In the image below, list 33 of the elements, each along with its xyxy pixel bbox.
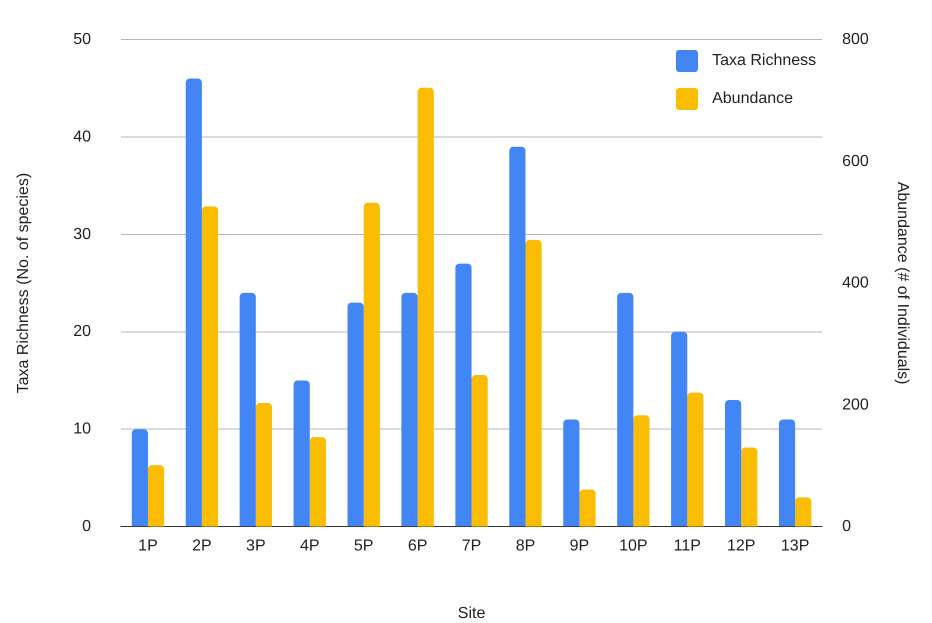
- legend-label: Abundance: [712, 90, 794, 108]
- bar: [778, 419, 796, 526]
- x-tick-label: 5P: [354, 538, 374, 555]
- y2-tick-label: 400: [842, 274, 869, 292]
- y2-axis-title: Abundance (# of Individuals): [894, 182, 911, 384]
- x-tick-label: 2P: [192, 538, 212, 555]
- y2-tick-label: 800: [842, 31, 869, 48]
- x-tick-label: 9P: [570, 538, 590, 555]
- x-tick-label: 7P: [462, 538, 482, 555]
- x-tick-label: 10P: [619, 538, 648, 555]
- x-axis-title: Site: [458, 604, 486, 622]
- x-tick-label: 1P: [138, 538, 158, 555]
- x-tick-label: 12P: [726, 538, 756, 555]
- y-tick-label: 10: [73, 420, 92, 438]
- y-tick-label: 50: [73, 31, 92, 48]
- y-tick-label: 30: [73, 226, 92, 243]
- bar: [617, 292, 634, 526]
- y-tick-label: 0: [82, 518, 92, 536]
- legend-label: Taxa Richness: [712, 52, 816, 70]
- x-tick-label: 13P: [780, 538, 810, 555]
- y-tick-label: 20: [73, 323, 92, 340]
- x-tick-label: 8P: [516, 538, 536, 555]
- x-tick-label: 4P: [300, 538, 320, 555]
- bar: [563, 419, 580, 526]
- x-tick-label: 11P: [674, 538, 701, 555]
- bar: [795, 497, 812, 527]
- y-tick-label: 40: [73, 128, 92, 146]
- y2-tick-label: 0: [842, 518, 852, 536]
- x-tick-label: 6P: [408, 538, 428, 555]
- y2-tick-label: 200: [842, 396, 869, 414]
- y2-tick-label: 600: [842, 152, 869, 170]
- x-tick-label: 3P: [246, 538, 266, 555]
- y-axis-title: Taxa Richness (No. of species): [15, 172, 32, 394]
